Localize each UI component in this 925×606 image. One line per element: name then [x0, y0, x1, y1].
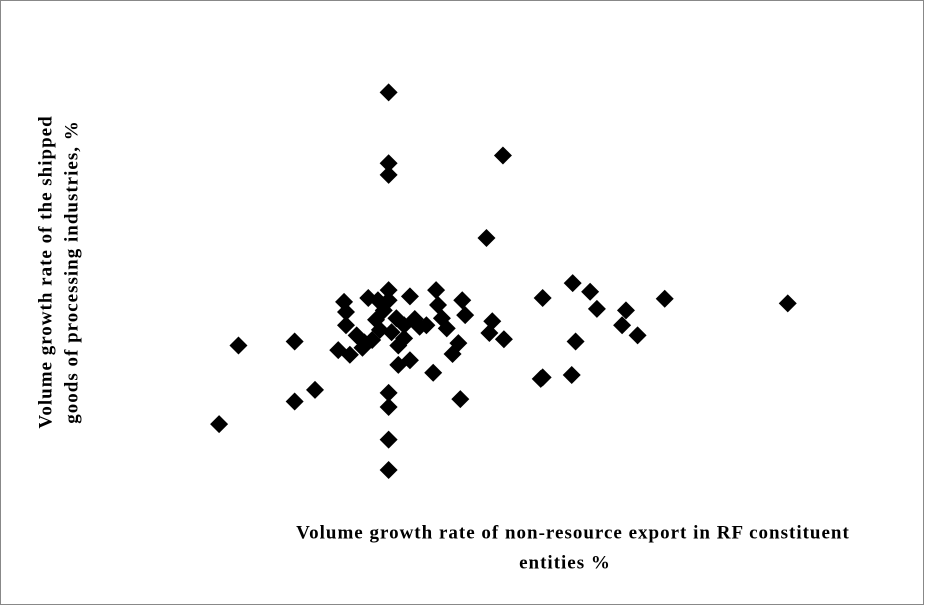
point: [395, 329, 414, 348]
point: [494, 330, 513, 349]
y-axis-label: goods of processing industries, %: [61, 120, 82, 423]
point: [429, 295, 448, 314]
point: [229, 336, 248, 355]
point: [562, 366, 581, 385]
point: [655, 289, 674, 308]
point: [395, 316, 414, 335]
point: [285, 392, 304, 411]
point: [379, 281, 398, 300]
point: [210, 415, 229, 434]
point: [389, 355, 408, 374]
point: [453, 291, 472, 310]
point: [379, 461, 398, 480]
x-axis-label: entities %: [519, 552, 611, 573]
point: [480, 323, 499, 342]
point: [427, 281, 446, 300]
point: [400, 287, 419, 306]
point: [379, 397, 398, 416]
point: [379, 154, 398, 173]
point: [533, 368, 552, 387]
point: [337, 316, 355, 335]
point: [424, 363, 443, 382]
point: [374, 301, 393, 320]
point: [379, 430, 398, 449]
point: [628, 326, 647, 345]
point: [616, 301, 635, 320]
point: [587, 299, 606, 318]
point: [337, 302, 355, 321]
point: [410, 317, 429, 336]
point: [566, 332, 585, 351]
point: [456, 306, 475, 325]
point: [533, 288, 552, 307]
point: [370, 320, 389, 339]
point: [379, 383, 398, 402]
point: [613, 316, 632, 335]
point: [306, 380, 324, 399]
point: [359, 288, 378, 307]
point: [285, 332, 304, 351]
point: [382, 323, 401, 342]
point: [563, 274, 582, 293]
point: [449, 334, 468, 353]
point: [477, 229, 496, 247]
y-axis-label: Volume growth rate of the shipped: [35, 115, 56, 428]
point: [437, 319, 456, 338]
point: [451, 390, 470, 409]
point: [778, 294, 797, 313]
point: [581, 282, 600, 301]
x-axis-label: Volume growth rate of non-resource expor…: [296, 522, 850, 543]
point: [379, 165, 398, 184]
point: [493, 146, 512, 165]
point: [347, 326, 366, 345]
point: [340, 345, 359, 364]
point: [379, 83, 398, 102]
